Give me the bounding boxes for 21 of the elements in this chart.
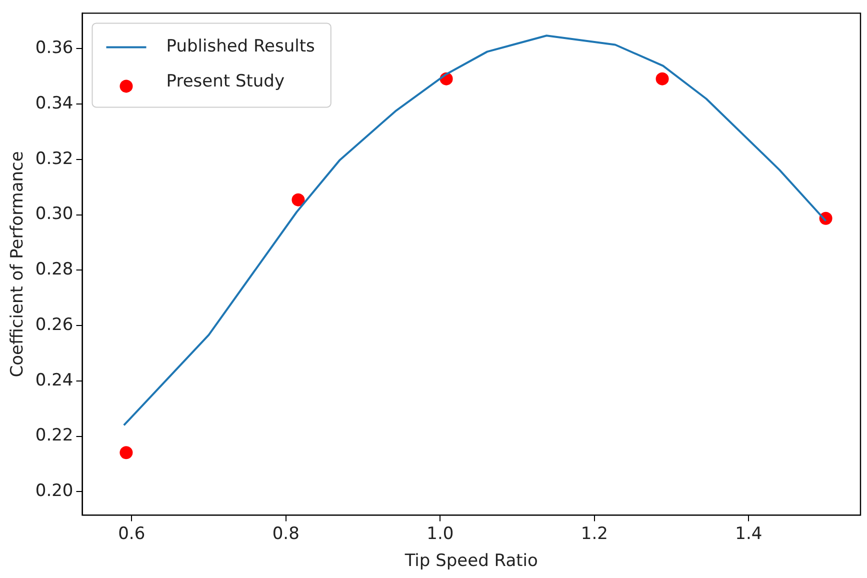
y-tick-label: 0.32 (35, 148, 74, 169)
x-tick-label: 0.8 (272, 524, 300, 544)
y-tick-label: 0.30 (35, 204, 74, 224)
x-axis-title: Tip Speed Ratio (404, 551, 538, 572)
x-tick-label: 0.6 (118, 524, 146, 544)
y-tick-label: 0.28 (35, 260, 74, 280)
y-tick-label: 0.22 (35, 426, 74, 446)
point (292, 193, 305, 206)
legend-label: Published Results (166, 36, 316, 57)
y-tick-label: 0.36 (35, 38, 74, 58)
x-tick-label: 1.2 (580, 524, 608, 544)
y-axis-title: Coefficient of Performance (8, 151, 28, 378)
point (120, 446, 133, 460)
y-tick-label: 0.26 (35, 314, 74, 335)
point (656, 72, 669, 86)
y-tick-label: 0.20 (35, 481, 74, 502)
legend-label: Present Study (166, 72, 285, 92)
y-tick-label: 0.34 (35, 93, 74, 114)
x-tick-label: 1.0 (426, 524, 454, 544)
x-tick-label: 1.4 (735, 524, 762, 544)
y-tick-label: 0.24 (35, 370, 74, 390)
